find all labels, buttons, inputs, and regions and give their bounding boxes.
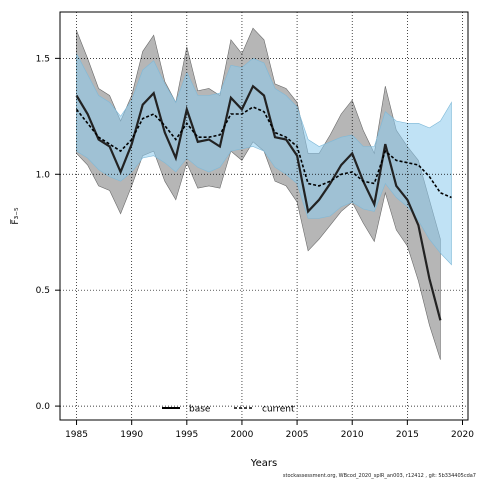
x-tick-label-2010: 2010 xyxy=(341,430,364,440)
legend-label-current: current xyxy=(262,405,295,415)
band-current xyxy=(76,53,452,266)
y-tick-label-1.5: 1.5 xyxy=(36,54,50,64)
y-tick-label-1: 1.0 xyxy=(36,170,51,180)
x-tick-label-1990: 1990 xyxy=(120,430,143,440)
legend: base current xyxy=(162,405,295,415)
x-tick-label-1995: 1995 xyxy=(175,430,198,440)
y-axis-ticks: 0.0 0.5 1.0 1.5 xyxy=(36,54,60,412)
x-tick-label-1985: 1985 xyxy=(65,430,88,440)
y-axis-label: F̅₃₋₅ xyxy=(9,207,21,225)
x-axis-ticks: 1985 1990 1995 2000 2005 2010 2015 2020 xyxy=(65,420,474,440)
y-tick-label-0: 0.0 xyxy=(36,402,51,412)
line-current xyxy=(75,106,452,199)
x-tick-label-2000: 2000 xyxy=(230,430,253,440)
plot-frame xyxy=(59,11,469,421)
y-tick-label-0.5: 0.5 xyxy=(36,286,50,296)
grid-lines xyxy=(60,12,468,420)
confidence-bands xyxy=(76,27,452,360)
footer-caption: stockassessment.org, WBcod_2020_splR_an0… xyxy=(282,473,476,479)
x-tick-label-2015: 2015 xyxy=(396,430,419,440)
line-base xyxy=(75,84,442,321)
legend-label-base: base xyxy=(189,405,211,415)
x-tick-label-2005: 2005 xyxy=(286,430,309,440)
series-lines xyxy=(75,84,452,321)
x-tick-label-2020: 2020 xyxy=(451,430,474,440)
x-axis-label: Years xyxy=(250,458,277,469)
